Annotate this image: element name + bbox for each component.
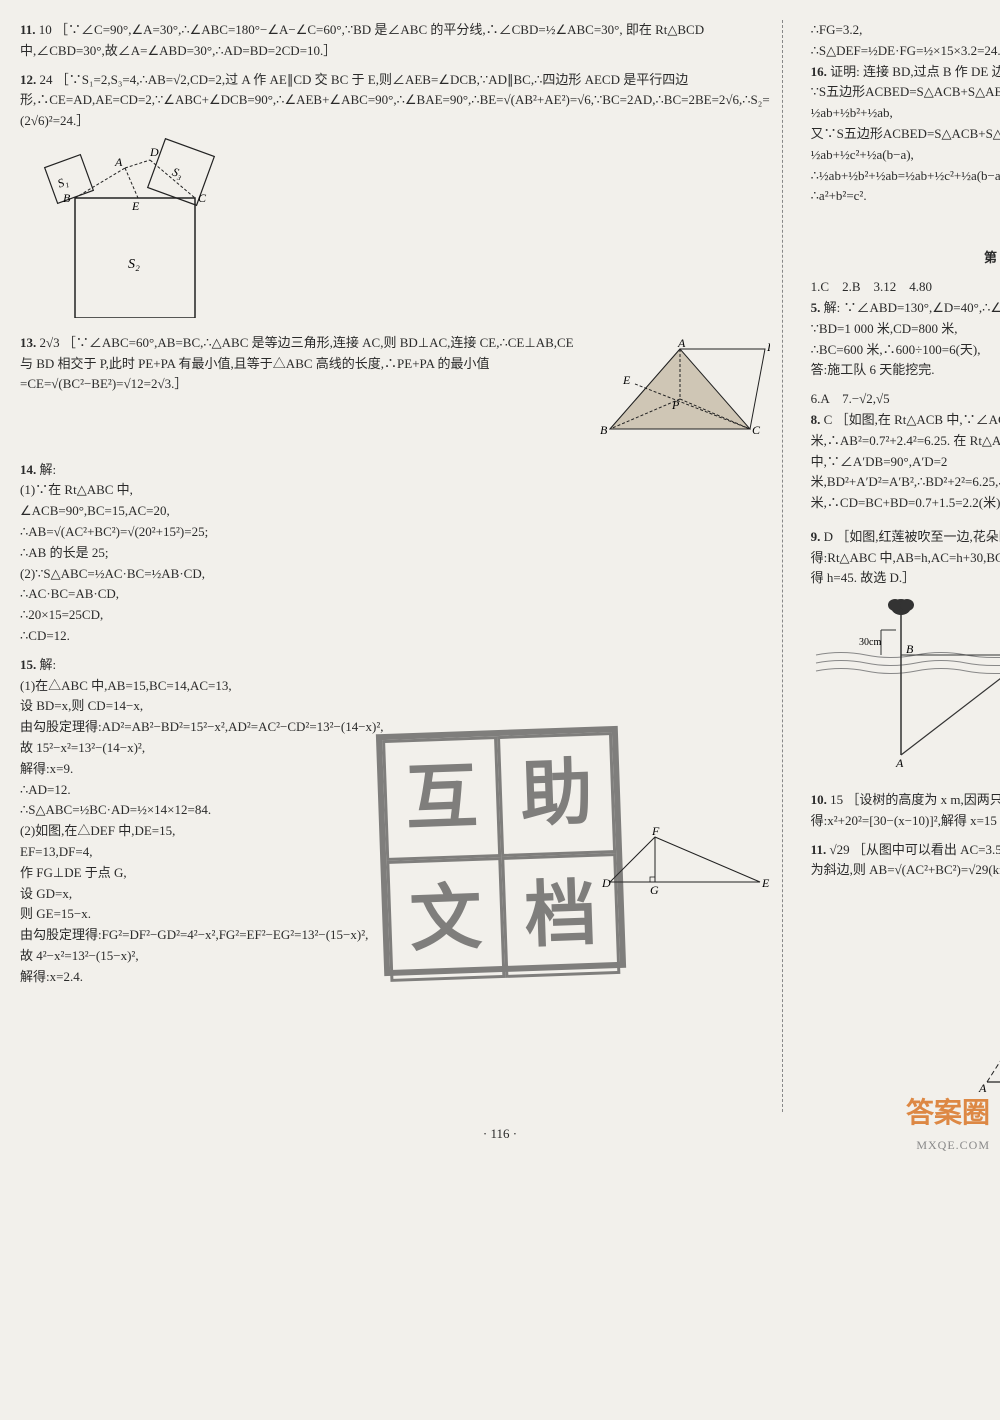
s2-q11-diagram: A C B 3.5 3.5 2 1.5 0.5 — [811, 887, 1000, 1104]
svg-text:E: E — [622, 373, 631, 387]
svg-text:30cm: 30cm — [859, 637, 881, 648]
svg-text:A: A — [677, 339, 686, 350]
q15-diagram: D E F G — [600, 827, 770, 904]
s2-problem-11: 11. √29 ［从图中可以看出 AC=3.5−2+0.5=2(km),BC=3… — [811, 840, 1000, 1104]
q12-number: 12. — [20, 72, 36, 87]
q15-continuation: ∴FG=3.2, ∴S△DEF=½DE·FG=½×15×3.2=24. — [811, 20, 1000, 62]
q12-diagram: S₂ S₁ S₃ A B C D — [20, 138, 770, 325]
svg-text:S₃: S₃ — [170, 165, 184, 182]
q14-label: 解: — [40, 462, 57, 477]
svg-text:B: B — [63, 191, 71, 205]
s2-q10-number: 10. — [811, 792, 827, 807]
q13-diagram: A B C D E P — [590, 339, 770, 446]
watermark-br: 档 — [501, 853, 620, 978]
q12-answer: 24 — [40, 72, 53, 87]
svg-text:B: B — [600, 423, 608, 437]
svg-text:G: G — [650, 883, 659, 897]
svg-text:C: C — [752, 423, 761, 437]
problem-13: 13. 2√3 ［∵∠ABC=60°,AB=BC,∴△ABC 是等边三角形,连接… — [20, 333, 770, 452]
section-2-heading: 第 2 课时 勾股定理的应用 — [811, 248, 1000, 269]
q11-number: 11. — [20, 22, 36, 37]
watermark-bl: 文 — [386, 857, 505, 982]
s2-q5-solution: ∵∠ABD=130°,∠D=40°,∴∠ACD=90°. ∵BD=1 000 米… — [811, 300, 1000, 377]
svg-text:A: A — [114, 155, 123, 169]
watermark-tl: 互 — [382, 736, 501, 861]
watermark-stamp: 互 助 文 档 — [376, 726, 626, 976]
right-column: ∴FG=3.2, ∴S△DEF=½DE·FG=½×15×3.2=24. 16. … — [803, 20, 1000, 1112]
s2-q9-solution: ［如图,红莲被吹至一边,花朵刚好齐及水面即 AC 为红莲的长. 设水深 h cm… — [811, 529, 1000, 586]
logo-url: MXQE.COM — [906, 1136, 990, 1155]
problem-12: 12. 24 ［∵S₁=2,S₃=4,∴AB=√2,CD=2,过 A 作 AE∥… — [20, 70, 770, 325]
s2-problem-9: 9. D ［如图,红莲被吹至一边,花朵刚好齐及水面即 AC 为红莲的长. 设水深… — [811, 527, 1000, 782]
s2-q9-answer: D — [824, 529, 833, 544]
q14-number: 14. — [20, 462, 36, 477]
svg-text:E: E — [131, 199, 140, 213]
q11-answer: 10 — [39, 22, 52, 37]
s2-q8-solution: ［如图,在 Rt△ACB 中,∵∠ACB=90°,BC=0.7 米,AC=2.4… — [811, 412, 1000, 510]
page-number: · 116 · — [20, 1124, 980, 1145]
s2-q9-number: 9. — [811, 529, 821, 544]
s2-q11-answer: √29 — [829, 842, 849, 857]
svg-text:S₁: S₁ — [56, 174, 70, 191]
q13-solution: ［∵∠ABC=60°,AB=BC,∴△ABC 是等边三角形,连接 AC,则 BD… — [20, 335, 574, 392]
q13-number: 13. — [20, 335, 36, 350]
svg-text:B: B — [906, 642, 914, 656]
q14-part2: (2)∵S△ABC=½AC·BC=½AB·CD, ∴AC·BC=AB·CD, ∴… — [20, 564, 770, 647]
s2-problem-5: 5. 解: ∵∠ABD=130°,∠D=40°,∴∠ACD=90°. ∵BD=1… — [811, 298, 1000, 381]
q6-7-answers: 6.A 7.−√2,√5 — [811, 389, 1000, 410]
q11-solution: ［∵∠C=90°,∠A=30°,∴∠ABC=180°−∠A−∠C=60°,∵BD… — [20, 22, 704, 58]
s2-q5-label: 解: — [824, 300, 841, 315]
svg-text:P: P — [671, 398, 680, 412]
q15-label: 解: — [40, 657, 57, 672]
s2-problem-8: 8. C ［如图,在 Rt△ACB 中,∵∠ACB=90°,BC=0.7 米,A… — [811, 410, 1000, 519]
problem-14: 14. 解: (1)∵在 Rt△ABC 中, ∠ACB=90°,BC=15,AC… — [20, 460, 770, 647]
svg-text:D: D — [766, 340, 770, 354]
svg-text:C: C — [198, 191, 207, 205]
svg-text:F: F — [651, 827, 660, 838]
svg-text:D: D — [149, 145, 159, 159]
s2-problem-10: 10. 15 ［设树的高度为 x m,因两只猴子所经过的距离相等都为 30 m.… — [811, 790, 1000, 832]
q14-part1: (1)∵在 Rt△ABC 中, ∠ACB=90°,BC=15,AC=20, ∴A… — [20, 480, 770, 563]
svg-text:E: E — [761, 876, 770, 890]
q16-label: 证明: — [830, 64, 860, 79]
q13-answer: 2√3 — [40, 335, 60, 350]
watermark-tr: 助 — [497, 732, 616, 857]
s2-q5-number: 5. — [811, 300, 821, 315]
s2-q8-number: 8. — [811, 412, 821, 427]
s2-q10-answer: 15 — [830, 792, 843, 807]
problem-16: 16. 证明: 连接 BD,过点 B 作 DE 边上的高 BF,可得 BF=b−… — [811, 62, 1000, 241]
svg-text:S₂: S₂ — [128, 257, 140, 272]
site-logo: 答案圈 MXQE.COM — [906, 1091, 990, 1155]
problem-11: 11. 10 ［∵∠C=90°,∠A=30°,∴∠ABC=180°−∠A−∠C=… — [20, 20, 770, 62]
svg-text:A: A — [895, 756, 904, 770]
s2-q8-answer: C — [824, 412, 833, 427]
q1-4-answers: 1.C 2.B 3.12 4.80 — [811, 277, 1000, 298]
q12-solution: ［∵S₁=2,S₃=4,∴AB=√2,CD=2,过 A 作 AE∥CD 交 BC… — [20, 72, 770, 129]
s2-q11-number: 11. — [811, 842, 827, 857]
q16-number: 16. — [811, 64, 827, 79]
logo-text: 答案圈 — [906, 1091, 990, 1136]
s2-q9-diagram: 30cm A B C — [811, 595, 1000, 782]
q16-proof: 连接 BD,过点 B 作 DE 边上的高 BF,可得 BF=b−a, ∵S五边形… — [811, 64, 1000, 204]
q15-number: 15. — [20, 657, 36, 672]
